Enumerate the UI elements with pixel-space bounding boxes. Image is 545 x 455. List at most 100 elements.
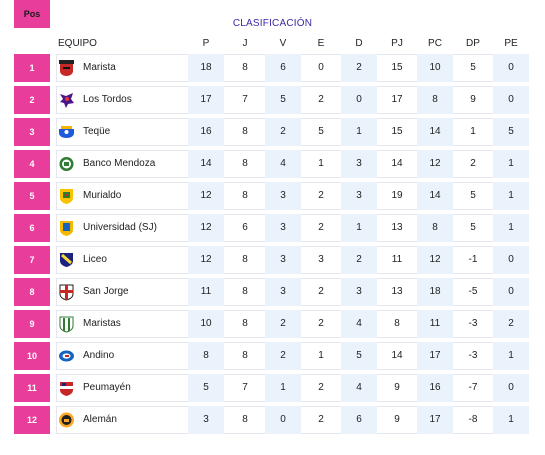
cell-lost: 1 xyxy=(341,118,377,146)
table-title: CLASIFICACIÓN xyxy=(232,18,313,29)
cell-won: 1 xyxy=(265,374,301,402)
san-jorge-crest-icon xyxy=(58,283,75,301)
cell-difference: 5 xyxy=(470,190,476,201)
cell-bonus: 1 xyxy=(493,150,529,178)
position-badge: 5 xyxy=(14,182,50,210)
cell-played: 8 xyxy=(242,350,248,361)
cell-points-for: 13 xyxy=(391,286,403,297)
cell-points: 11 xyxy=(188,278,224,306)
team-name[interactable]: Peumayén xyxy=(83,382,131,393)
cell-lost: 4 xyxy=(341,310,377,338)
cell-lost: 3 xyxy=(341,150,377,178)
header-points: P xyxy=(202,38,210,49)
cell-drawn: 2 xyxy=(318,222,324,233)
cell-points: 17 xyxy=(188,86,224,114)
cell-points: 16 xyxy=(188,118,224,146)
cell-difference: -8 xyxy=(468,414,478,425)
table-row: 1 Marista 18 8 6 0 2 15 10 5 0 xyxy=(14,54,529,82)
cell-drawn: 3 xyxy=(318,254,324,265)
cell-points: 8 xyxy=(188,342,224,370)
cell-points-against: 17 xyxy=(417,342,453,370)
cell-points: 10 xyxy=(188,310,224,338)
cell-drawn: 2 xyxy=(318,318,324,329)
table-row: 6 Universidad (SJ) 12 6 3 2 1 13 8 5 1 xyxy=(14,214,529,242)
cell-difference: 5 xyxy=(470,222,476,233)
cell-points-for: 14 xyxy=(391,350,403,361)
cell-difference: -7 xyxy=(468,382,478,393)
team-name[interactable]: Los Tordos xyxy=(83,94,132,105)
cell-played: 8 xyxy=(242,190,248,201)
cell-points-for: 8 xyxy=(394,318,400,329)
cell-points-for: 9 xyxy=(394,382,400,393)
cell-points-against: 18 xyxy=(417,278,453,306)
team-name[interactable]: Andino xyxy=(83,350,115,361)
cell-bonus: 0 xyxy=(493,86,529,114)
table-row: 5 Murialdo 12 8 3 2 3 19 14 5 1 xyxy=(14,182,529,210)
cell-bonus: 0 xyxy=(493,246,529,274)
team-name[interactable]: Teqüe xyxy=(83,126,111,137)
header-lost: D xyxy=(355,38,363,49)
header-played: J xyxy=(242,38,248,49)
cell-lost: 3 xyxy=(341,182,377,210)
team-name[interactable]: Banco Mendoza xyxy=(83,158,156,169)
cell-won: 2 xyxy=(265,310,301,338)
cell-bonus: 0 xyxy=(493,54,529,82)
cell-points: 14 xyxy=(188,150,224,178)
cell-played: 8 xyxy=(242,414,248,425)
cell-difference: -5 xyxy=(468,286,478,297)
cell-lost: 0 xyxy=(341,86,377,114)
cell-difference: 9 xyxy=(470,94,476,105)
header-drawn: E xyxy=(317,38,325,49)
position-badge: 3 xyxy=(14,118,50,146)
cell-difference: 5 xyxy=(470,62,476,73)
cell-points-against: 14 xyxy=(417,118,453,146)
cell-won: 5 xyxy=(265,86,301,114)
cell-drawn: 0 xyxy=(318,62,324,73)
header-pos: Pos xyxy=(14,0,50,28)
teque-crest-icon xyxy=(58,123,75,141)
cell-lost: 2 xyxy=(341,54,377,82)
banco-mendoza-crest-icon xyxy=(58,155,75,173)
cell-points-for: 11 xyxy=(391,254,403,265)
marista-crest-icon xyxy=(58,59,75,77)
cell-points-against: 8 xyxy=(417,214,453,242)
team-name[interactable]: Universidad (SJ) xyxy=(83,222,157,233)
cell-points-for: 15 xyxy=(391,62,403,73)
team-name[interactable]: Marista xyxy=(83,62,116,73)
cell-bonus: 1 xyxy=(493,214,529,242)
universidad-sj-crest-icon xyxy=(58,219,75,237)
cell-points: 12 xyxy=(188,214,224,242)
position-badge: 11 xyxy=(14,374,50,402)
cell-difference: -3 xyxy=(468,318,478,329)
header-points-against: PC xyxy=(428,38,442,49)
table-row: 10 Andino 8 8 2 1 5 14 17 -3 1 xyxy=(14,342,529,370)
position-badge: 7 xyxy=(14,246,50,274)
header-difference: DP xyxy=(466,38,480,49)
cell-drawn: 2 xyxy=(318,190,324,201)
position-badge: 9 xyxy=(14,310,50,338)
header-team: EQUIPO xyxy=(58,38,97,49)
cell-points-against: 11 xyxy=(417,310,453,338)
cell-difference: -3 xyxy=(468,350,478,361)
team-name[interactable]: Alemán xyxy=(83,414,117,425)
cell-points-against: 14 xyxy=(417,182,453,210)
cell-points: 5 xyxy=(188,374,224,402)
andino-crest-icon xyxy=(58,347,75,365)
team-name[interactable]: Maristas xyxy=(83,318,121,329)
team-name[interactable]: Liceo xyxy=(83,254,107,265)
team-name[interactable]: Murialdo xyxy=(83,190,122,201)
table-row: 3 Teqüe 16 8 2 5 1 15 14 1 5 xyxy=(14,118,529,146)
cell-lost: 4 xyxy=(341,374,377,402)
cell-points-against: 10 xyxy=(417,54,453,82)
cell-points-against: 8 xyxy=(417,86,453,114)
cell-played: 8 xyxy=(242,318,248,329)
cell-points-against: 12 xyxy=(417,150,453,178)
cell-points-for: 9 xyxy=(394,414,400,425)
cell-lost: 5 xyxy=(341,342,377,370)
header-points-for: PJ xyxy=(391,38,403,49)
team-name[interactable]: San Jorge xyxy=(83,286,129,297)
cell-points-for: 17 xyxy=(391,94,403,105)
cell-played: 8 xyxy=(242,286,248,297)
cell-lost: 3 xyxy=(341,278,377,306)
